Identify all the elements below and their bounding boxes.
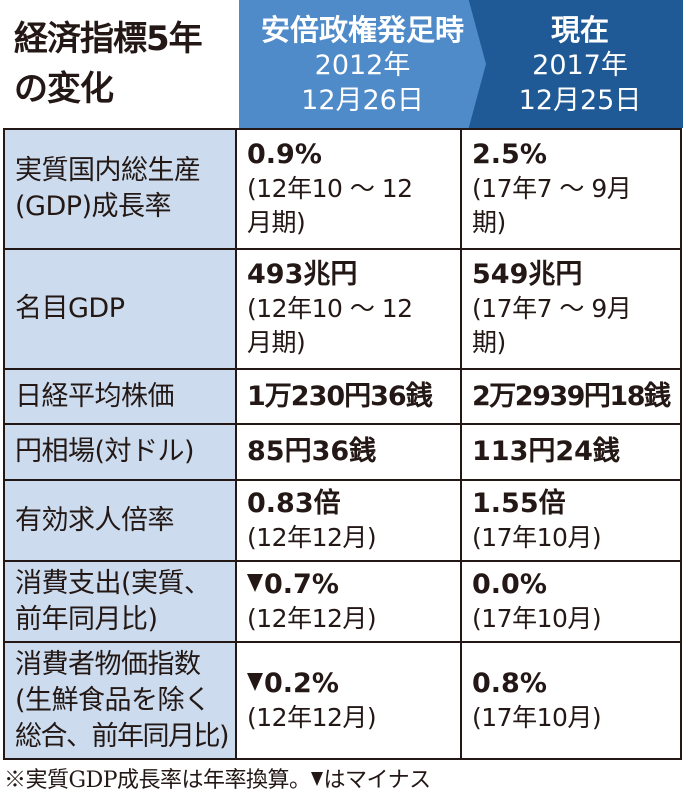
row-label-line: 前年同月比) xyxy=(15,603,158,635)
now-period: 期) xyxy=(472,208,506,237)
header-now-line-3: 12月25日 xyxy=(518,85,642,116)
now-value: 549兆円 xyxy=(472,259,583,290)
start-value: 1万230円36銭 xyxy=(247,380,433,412)
header-start-line-3: 12月26日 xyxy=(301,85,424,116)
table-row: 日経平均株価 1万230円36銭 2万2939円18銭 xyxy=(3,368,682,425)
now-value-cell: 1.55倍 (17年10月) xyxy=(460,479,682,562)
row-label-line: 実質国内総生産 xyxy=(15,155,201,186)
indicator-table: 実質国内総生産 (GDP)成長率 0.9% (12年10 ～ 12 月期) 2.… xyxy=(3,128,682,760)
minus-triangle-icon xyxy=(247,672,263,691)
start-value-line: 0.2% xyxy=(247,667,460,701)
header-start-line-1: 安倍政権発足時 xyxy=(260,13,464,47)
now-value: 0.0% xyxy=(472,568,547,600)
now-period: (17年10月) xyxy=(472,702,602,732)
row-label-line: 有効求人倍率 xyxy=(15,504,175,536)
now-value-cell: 549兆円 (17年7 ～ 9月 期) xyxy=(460,248,682,370)
header-now-line-2: 2017年 xyxy=(532,50,628,81)
now-value-cell: 2.5% (17年7 ～ 9月 期) xyxy=(460,128,682,250)
footnote: ※実質GDP成長率は年率換算。 はマイナス xyxy=(4,766,431,796)
row-label: 消費者物価指数 (生鮮食品を除く 総合、前年同月比) xyxy=(3,641,237,760)
start-value-line: 0.7% xyxy=(247,568,460,602)
header-start-arrow: 安倍政権発足時 2012年 12月26日 xyxy=(239,0,486,128)
row-label-line: (GDP)成長率 xyxy=(15,191,172,222)
start-value-cell: 0.9% (12年10 ～ 12 月期) xyxy=(235,128,462,250)
now-value-cell: 0.0% (17年10月) xyxy=(460,560,682,643)
table-row: 名目GDP 493兆円 (12年10 ～ 12 月期) 549兆円 (17年7 … xyxy=(3,248,682,370)
title-line-1: 経済指標5年 xyxy=(14,19,203,59)
header-start-line-2: 2012年 xyxy=(314,50,411,81)
start-period: 月期) xyxy=(247,328,306,357)
start-value-cell: 85円36銭 xyxy=(235,423,462,481)
now-value: 0.8% xyxy=(472,667,547,699)
row-label-line: 円相場(対ドル) xyxy=(15,436,195,467)
row-label-line: 総合、前年同月比) xyxy=(15,720,230,752)
start-value-cell: 0.2% (12年12月) xyxy=(235,641,462,760)
start-period: (12年12月) xyxy=(247,702,377,732)
now-period: (17年10月) xyxy=(472,603,602,633)
row-label-line: 日経平均株価 xyxy=(15,380,175,412)
start-value-cell: 1万230円36銭 xyxy=(235,368,462,425)
table-row: 消費支出(実質、 前年同月比) 0.7% (12年12月) 0.0% (17年1… xyxy=(3,560,682,643)
row-label-line: 名目GDP xyxy=(15,293,125,324)
row-label: 名目GDP xyxy=(3,248,237,370)
start-period: (12年10 ～ 12 xyxy=(247,294,413,323)
now-value: 113円24銭 xyxy=(472,436,620,467)
start-value: 493兆円 xyxy=(247,259,358,290)
now-value: 1.55倍 xyxy=(472,487,566,519)
now-period: 期) xyxy=(472,328,506,357)
header-now: 現在 2017年 12月25日 xyxy=(463,0,683,128)
start-value: 85円36銭 xyxy=(247,436,377,467)
now-period: (17年10月) xyxy=(472,522,602,552)
title-line-2: の変化 xyxy=(14,69,114,109)
now-value-cell: 0.8% (17年10月) xyxy=(460,641,682,760)
footnote-text-end: はマイナス xyxy=(323,768,432,793)
table-row: 円相場(対ドル) 85円36銭 113円24銭 xyxy=(3,423,682,481)
start-period: (12年10 ～ 12 xyxy=(247,174,413,203)
start-value-cell: 0.83倍 (12年12月) xyxy=(235,479,462,562)
start-value: 0.7% xyxy=(264,568,339,600)
row-label: 消費支出(実質、 前年同月比) xyxy=(3,560,237,643)
now-period: (17年7 ～ 9月 xyxy=(472,174,632,203)
row-label: 日経平均株価 xyxy=(3,368,237,425)
row-label-line: 消費支出(実質、 xyxy=(15,567,211,599)
now-value-cell: 2万2939円18銭 xyxy=(460,368,682,425)
start-period: 月期) xyxy=(247,208,306,237)
footnote-text: ※実質GDP成長率は年率換算。 xyxy=(4,768,311,793)
start-value-cell: 493兆円 (12年10 ～ 12 月期) xyxy=(235,248,462,370)
start-value: 0.2% xyxy=(264,667,339,699)
table-row: 実質国内総生産 (GDP)成長率 0.9% (12年10 ～ 12 月期) 2.… xyxy=(3,128,682,250)
now-period: (17年7 ～ 9月 xyxy=(472,294,632,323)
start-period: (12年12月) xyxy=(247,603,377,633)
start-value: 0.83倍 xyxy=(247,487,341,519)
row-label: 円相場(対ドル) xyxy=(3,423,237,481)
start-period: (12年12月) xyxy=(247,522,377,552)
table-title: 経済指標5年 の変化 xyxy=(14,14,234,114)
start-value: 0.9% xyxy=(247,139,322,170)
start-value-cell: 0.7% (12年12月) xyxy=(235,560,462,643)
header-now-line-1: 現在 xyxy=(550,13,609,47)
table-row: 有効求人倍率 0.83倍 (12年12月) 1.55倍 (17年10月) xyxy=(3,479,682,562)
row-label-line: (生鮮食品を除く xyxy=(15,684,211,716)
minus-triangle-icon xyxy=(247,573,263,592)
row-label: 実質国内総生産 (GDP)成長率 xyxy=(3,128,237,250)
minus-triangle-icon xyxy=(310,772,323,786)
now-value: 2万2939円18銭 xyxy=(472,380,671,412)
row-label: 有効求人倍率 xyxy=(3,479,237,562)
now-value-cell: 113円24銭 xyxy=(460,423,682,481)
row-label-line: 消費者物価指数 xyxy=(15,648,201,680)
table-row: 消費者物価指数 (生鮮食品を除く 総合、前年同月比) 0.2% (12年12月)… xyxy=(3,641,682,760)
now-value: 2.5% xyxy=(472,139,547,170)
